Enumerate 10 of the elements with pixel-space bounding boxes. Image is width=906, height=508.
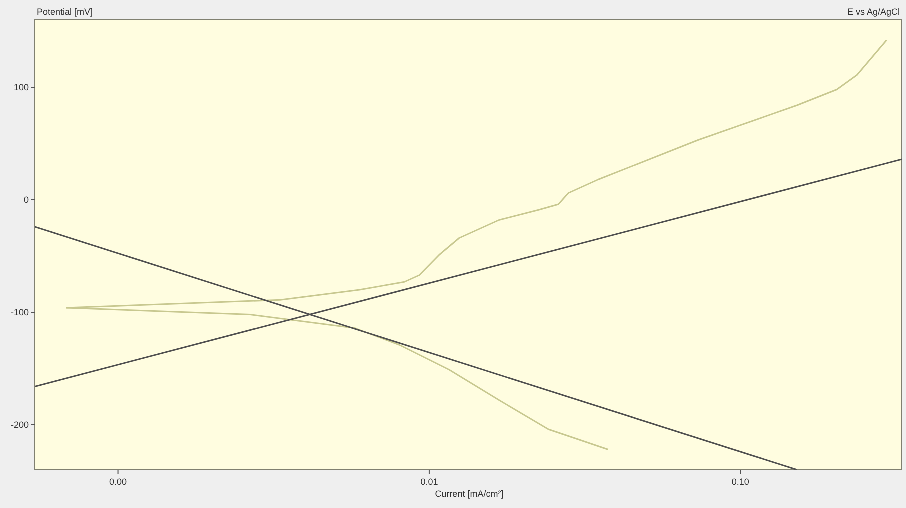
x-tick-label: 0.10 [732, 477, 750, 487]
y-tick-label: 0 [24, 195, 29, 205]
y-tick-label: 100 [14, 82, 29, 92]
y-tick-label: -100 [10, 308, 29, 318]
text: E vs Ag/AgCl [847, 7, 900, 17]
x-tick-label: 0.01 [420, 477, 438, 487]
x-axis-title: Current [mA/cm²] [435, 489, 504, 499]
y-tick-label: -200 [10, 420, 29, 430]
y-axis-title: Potential [mV] [37, 7, 94, 17]
x-tick-label: 0.00 [110, 477, 128, 487]
